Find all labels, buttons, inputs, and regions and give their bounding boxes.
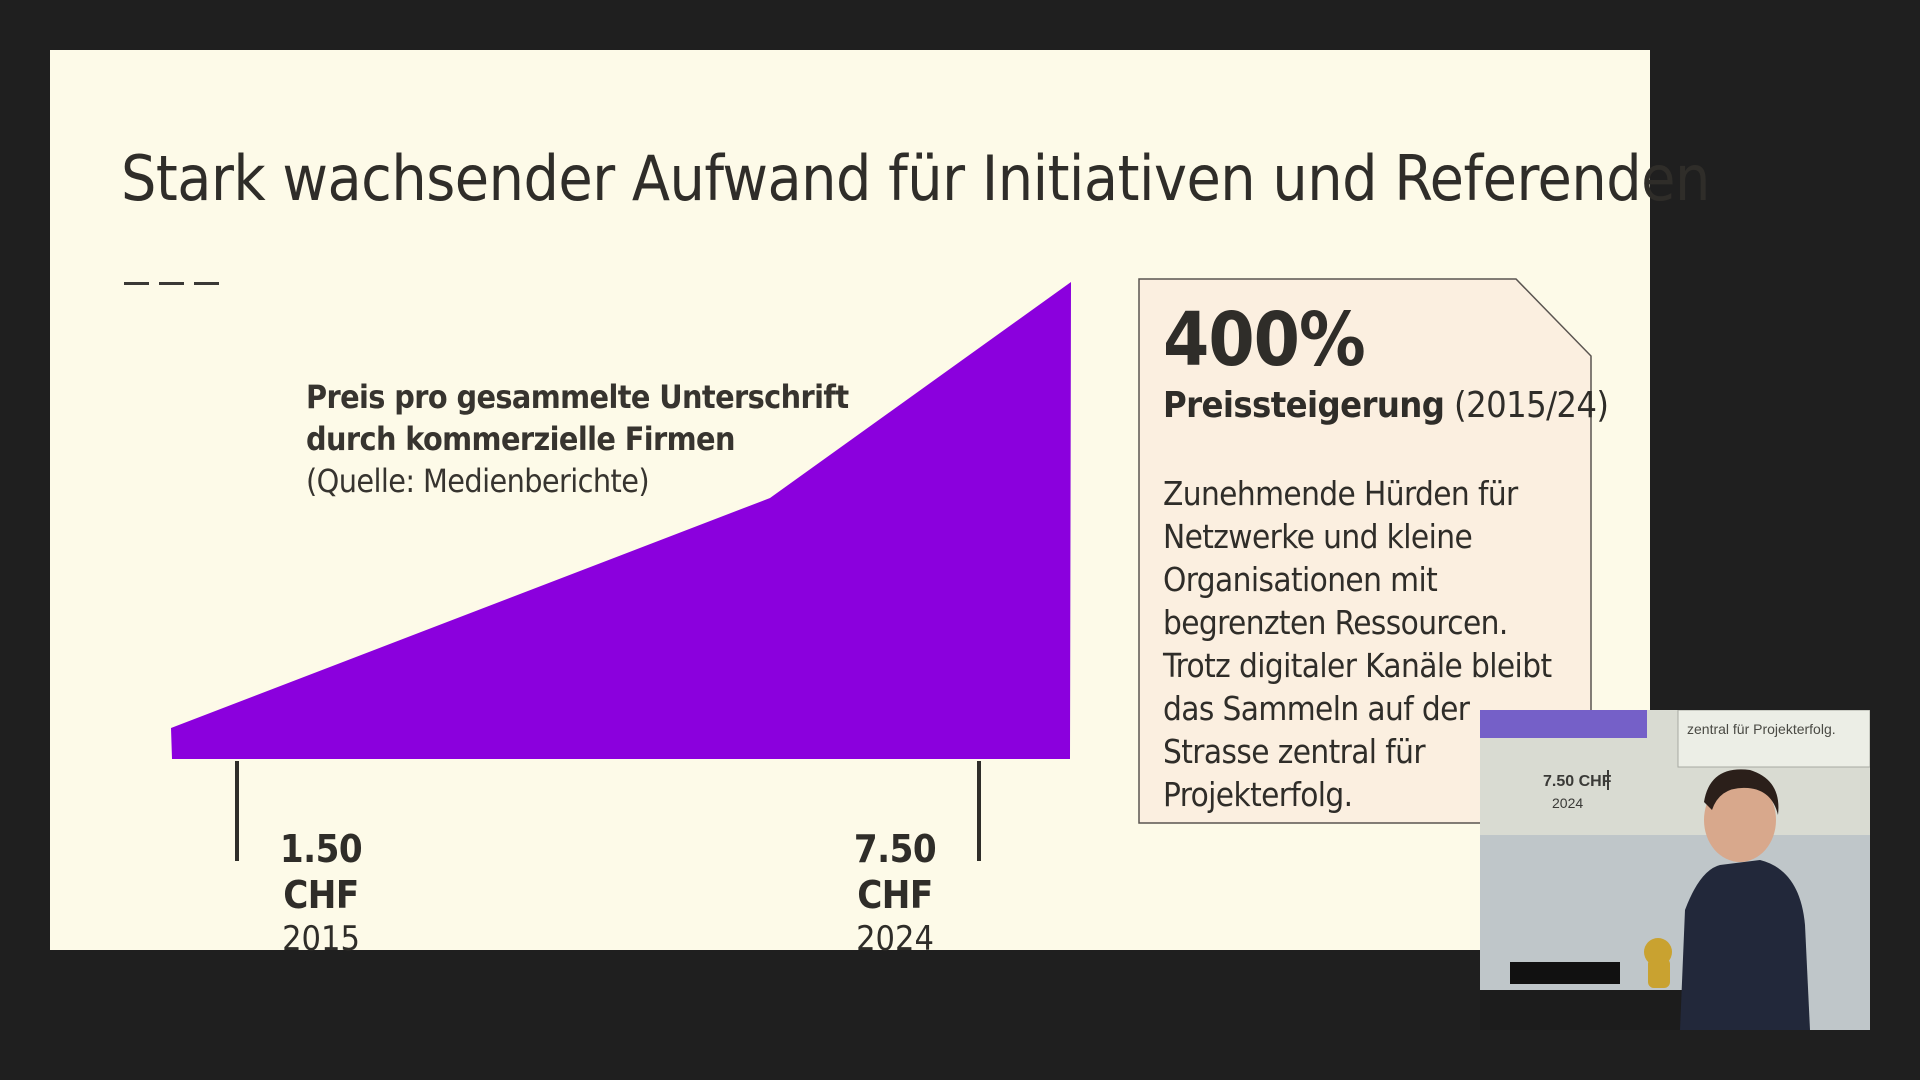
slide-shape-echo [1480, 710, 1647, 738]
chart-caption-line1: Preis pro gesammelte Unterschrift [306, 378, 849, 416]
laptop [1510, 962, 1620, 984]
percent-subhead: Preissteigerung (2015/24) [1163, 384, 1609, 428]
percent-subhead-period: (2015/24) [1444, 385, 1609, 426]
info-card-content: 400% Preissteigerung (2015/24) Zunehmend… [1163, 296, 1609, 816]
speaker-hair [1704, 769, 1779, 815]
speaker-video-frame: zentral für Projekterfolg. 7.50 CHF 2024 [1480, 710, 1870, 1030]
price-area [171, 282, 1071, 759]
percent-subhead-bold: Preissteigerung [1163, 385, 1445, 426]
presentation-slide: Stark wachsender Aufwand für Initiativen… [50, 50, 1710, 959]
slide-title: Stark wachsender Aufwand für Initiativen… [121, 142, 1710, 215]
info-body-text: Zunehmende Hürden für Netzwerke und klei… [1163, 474, 1552, 814]
start-value: 1.50 CHF [279, 827, 363, 917]
end-value: 7.50 CHF [853, 827, 937, 917]
start-label: 1.50 CHF 2015 [246, 826, 396, 960]
info-card-background [1138, 278, 1592, 824]
end-year: 2024 [856, 919, 934, 959]
speaker-face [1704, 778, 1776, 862]
webcam-overlay-year: 2024 [1552, 795, 1583, 811]
end-label: 7.50 CHF 2024 [820, 826, 970, 960]
start-year: 2015 [282, 919, 360, 959]
speaker-body [1680, 860, 1810, 1030]
price-area-chart [171, 282, 1071, 861]
webcam-overlay-value: 7.50 CHF [1543, 773, 1612, 790]
webcam-overlay-text: zentral für Projekterfolg. [1687, 721, 1836, 737]
chart-caption: Preis pro gesammelte Unterschrift durch … [306, 376, 849, 502]
info-card: 400% Preissteigerung (2015/24) Zunehmend… [1138, 278, 1609, 824]
chart-source: (Quelle: Medienberichte) [306, 462, 650, 500]
title-divider [124, 272, 229, 290]
chart-caption-line2: durch kommerzielle Firmen [306, 420, 735, 458]
percent-headline: 400% [1163, 297, 1366, 383]
speaker-webcam: zentral für Projekterfolg. 7.50 CHF 2024 [1480, 710, 1870, 1030]
